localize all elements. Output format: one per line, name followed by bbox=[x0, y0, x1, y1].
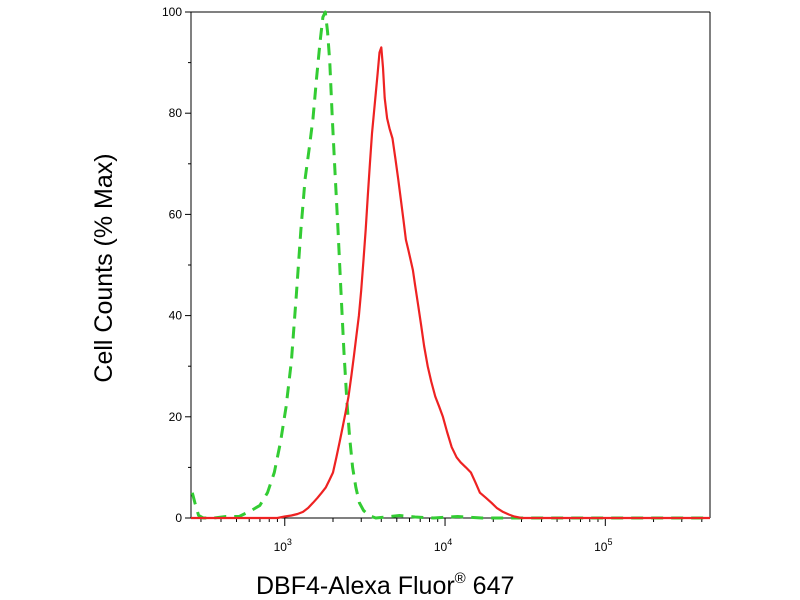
x-axis-title-main: DBF4-Alexa Fluor bbox=[256, 572, 455, 600]
x-tick-base: 10 bbox=[274, 540, 288, 554]
x-tick-exponent: 3 bbox=[287, 537, 292, 547]
x-tick-label: 104 bbox=[434, 537, 452, 554]
x-axis-title-suffix: 647 bbox=[466, 572, 515, 600]
y-tick-label: 100 bbox=[162, 5, 182, 19]
y-tick-label: 80 bbox=[169, 106, 183, 120]
x-tick-label: 105 bbox=[594, 537, 612, 554]
y-tick-label: 0 bbox=[175, 511, 182, 525]
x-axis-ticks: 103 104 105 bbox=[200, 518, 703, 554]
control-series-line bbox=[190, 10, 710, 520]
x-tick-label: 103 bbox=[274, 537, 292, 554]
x-tick-base: 10 bbox=[434, 540, 448, 554]
y-axis-title: Cell Counts (% Max) bbox=[90, 153, 118, 382]
x-tick-exponent: 4 bbox=[447, 537, 452, 547]
x-tick-base: 10 bbox=[594, 540, 608, 554]
x-axis-title: DBF4-Alexa Fluor® 647 bbox=[256, 570, 514, 600]
sample-series-line bbox=[191, 46, 710, 520]
y-tick-label: 60 bbox=[169, 207, 183, 221]
y-axis-ticks: 0 20 40 60 80 100 bbox=[162, 5, 191, 525]
x-tick-exponent: 5 bbox=[607, 537, 612, 547]
series-layer bbox=[190, 10, 710, 520]
y-tick-label: 40 bbox=[169, 309, 183, 323]
y-tick-label: 20 bbox=[169, 410, 183, 424]
x-axis-title-superscript: ® bbox=[455, 570, 466, 587]
